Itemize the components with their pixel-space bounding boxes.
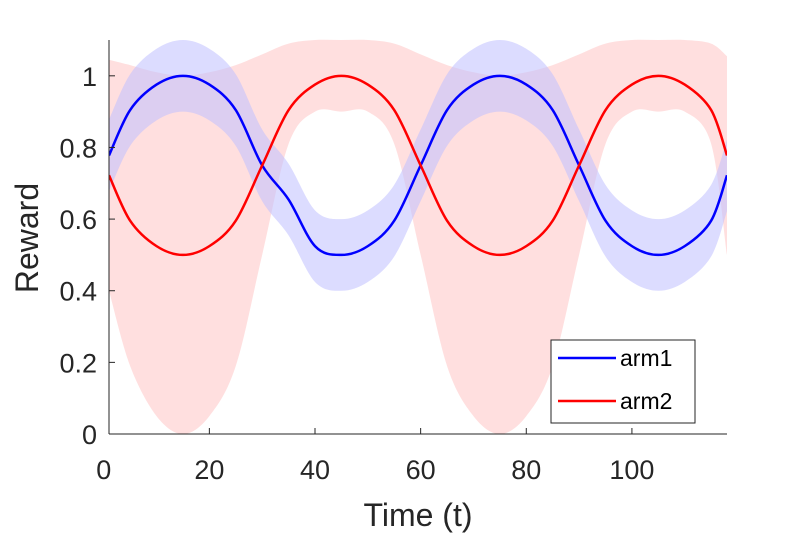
x-tick-label: 80 (511, 455, 541, 485)
y-ticks: 0 0.2 0.4 0.6 0.8 1 (59, 62, 115, 450)
legend-label-arm2: arm2 (620, 388, 672, 414)
x-tick-label: 20 (194, 455, 224, 485)
y-axis-label: Reward (9, 183, 45, 293)
y-tick-label: 1 (82, 62, 97, 92)
x-ticks: 0 20 40 60 80 100 (96, 428, 654, 485)
x-tick-label: 0 (96, 455, 111, 485)
axes (108, 40, 727, 435)
y-tick-label: 0.4 (59, 277, 97, 307)
legend-label-arm1: arm1 (620, 345, 672, 371)
y-tick-label: 0.2 (59, 348, 97, 378)
y-tick-label: 0.8 (59, 133, 97, 163)
x-axis-label: Time (t) (363, 497, 472, 533)
line-arm2 (109, 74, 727, 257)
confidence-bands (109, 39, 727, 434)
band-arm1 (109, 40, 727, 291)
x-tick-label: 40 (300, 455, 330, 485)
y-tick-label: 0 (82, 420, 97, 450)
legend: arm1 arm2 (550, 339, 696, 424)
y-tick-label: 0.6 (59, 205, 97, 235)
x-tick-label: 60 (406, 455, 436, 485)
x-tick-label: 100 (609, 455, 654, 485)
legend-box (550, 339, 696, 424)
series-lines (109, 74, 727, 257)
